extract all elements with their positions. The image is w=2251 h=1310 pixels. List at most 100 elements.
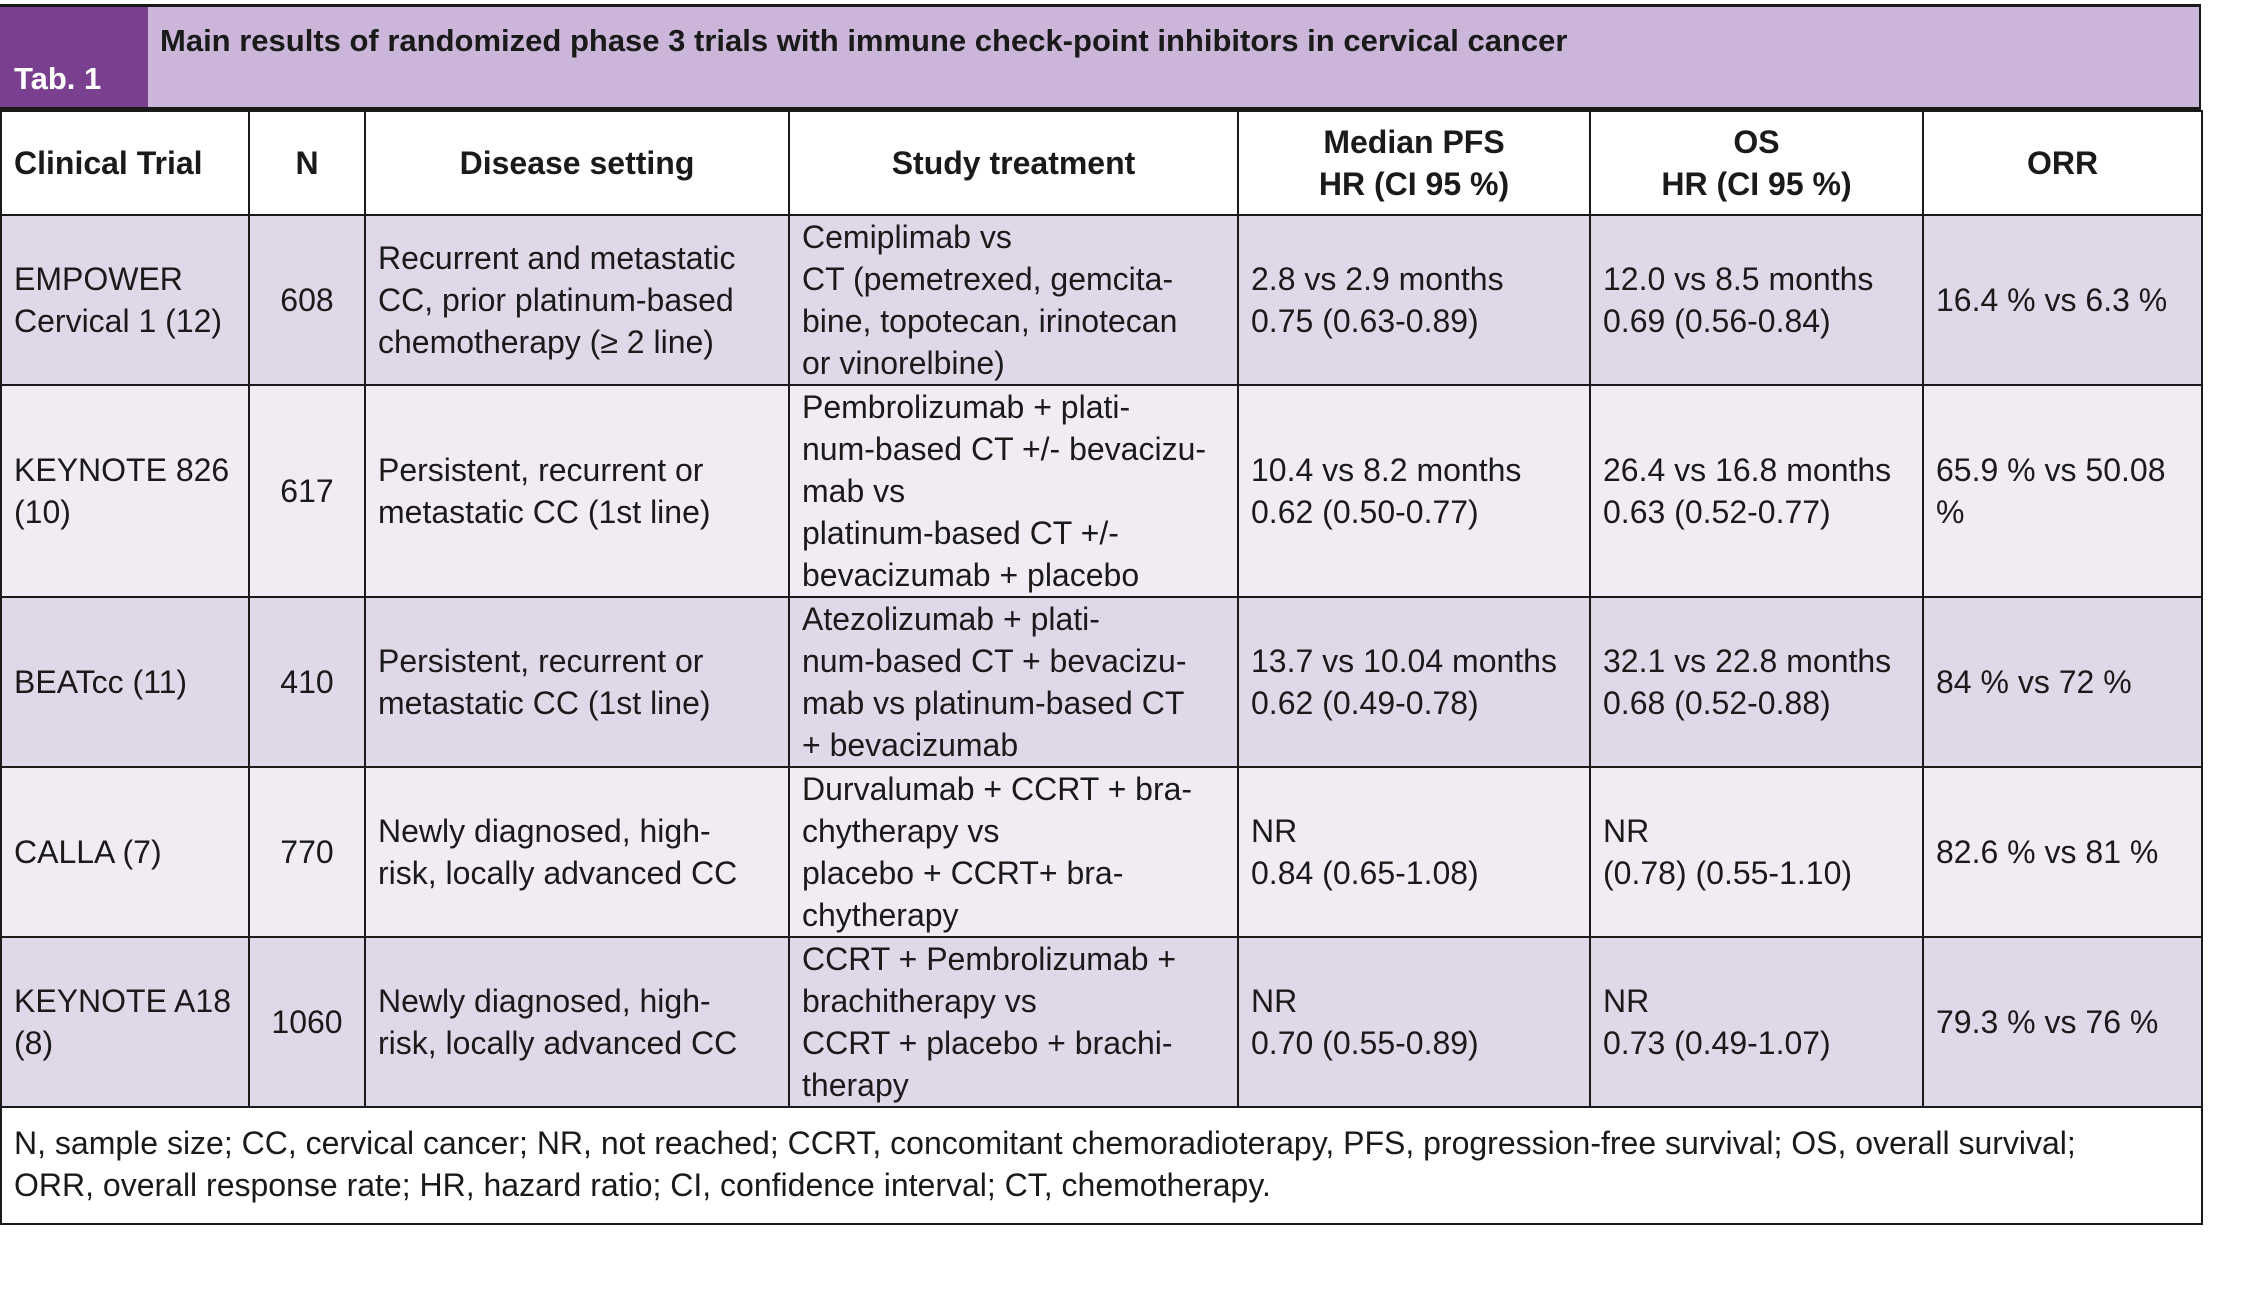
cell-os: 32.1 vs 22.8 months 0.68 (0.52-0.88) [1589, 596, 1924, 768]
cell-treatment: Cemiplimab vs CT (pemetrexed, gemcita-bin… [788, 214, 1239, 386]
table-row: BEATcc (11) 410 Persistent, recurrent or me… [0, 596, 2203, 768]
col-header-setting: Disease setting [364, 110, 790, 216]
cell-trial-line: CALLA (7) [14, 834, 162, 870]
cell-treatment-line: CCRT + placebo + brachi- [802, 1025, 1173, 1061]
cell-treatment-line: CCRT + Pembrolizumab + [802, 941, 1177, 977]
cell-pfs-line: 10.4 vs 8.2 months [1251, 452, 1522, 488]
cell-n: 617 [248, 384, 366, 598]
cell-os: 12.0 vs 8.5 months 0.69 (0.56-0.84) [1589, 214, 1924, 386]
cell-treatment-line: platinum-based CT +/- [802, 515, 1119, 551]
cell-n: 770 [248, 766, 366, 938]
cell-trial-line: Cervical 1 (12) [14, 303, 223, 339]
cell-trial: CALLA (7) [0, 766, 250, 938]
cell-os-line: 0.69 (0.56-0.84) [1603, 303, 1831, 339]
cell-setting-line: Newly diagnosed, high- [378, 813, 711, 849]
cell-treatment-line: bine, topotecan, irinotecan [802, 303, 1178, 339]
cell-orr: 82.6 % vs 81 % [1922, 766, 2203, 938]
cell-treatment-line: Cemiplimab vs [802, 219, 1012, 255]
table-number-label: Tab. 1 [0, 7, 148, 107]
cell-os-line: 32.1 vs 22.8 months [1603, 643, 1892, 679]
cell-os: NR 0.73 (0.49-1.07) [1589, 936, 1924, 1108]
table-row: KEYNOTE 826 (10) 617 Persistent, recurrent … [0, 384, 2203, 598]
cell-setting: Newly diagnosed, high-risk, locally adva… [364, 766, 790, 938]
cell-pfs-line: 0.62 (0.49-0.78) [1251, 685, 1479, 721]
cell-os-line: 12.0 vs 8.5 months [1603, 261, 1874, 297]
cell-treatment: Atezolizumab + plati-num-based CT + beva… [788, 596, 1239, 768]
table-row: CALLA (7) 770 Newly diagnosed, high-risk, … [0, 766, 2203, 938]
cell-pfs: 2.8 vs 2.9 months 0.75 (0.63-0.89) [1237, 214, 1591, 386]
cell-trial-line: (8) [14, 1025, 54, 1061]
cell-setting-line: metastatic CC (1st line) [378, 685, 711, 721]
cell-orr: 16.4 % vs 6.3 % [1922, 214, 2203, 386]
cell-pfs: NR 0.84 (0.65-1.08) [1237, 766, 1591, 938]
cell-setting-line: Persistent, recurrent or [378, 643, 704, 679]
cell-treatment-line: or vinorelbine) [802, 345, 1005, 381]
cell-pfs-line: 0.84 (0.65-1.08) [1251, 855, 1479, 891]
cell-os-line: 26.4 vs 16.8 months [1603, 452, 1892, 488]
cell-setting-line: metastatic CC (1st line) [378, 494, 711, 530]
cell-treatment-line: placebo + CCRT+ bra- [802, 855, 1124, 891]
cell-orr: 84 % vs 72 % [1922, 596, 2203, 768]
cell-setting-line: Recurrent and metastatic [378, 240, 736, 276]
cell-pfs-line: 13.7 vs 10.04 months [1251, 643, 1557, 679]
cell-trial: EMPOWER Cervical 1 (12) [0, 214, 250, 386]
cell-setting: Persistent, recurrent or metastatic CC (1… [364, 596, 790, 768]
cell-os: NR (0.78) (0.55-1.10) [1589, 766, 1924, 938]
table-header-banner: Tab. 1 Main results of randomized phase … [0, 4, 2201, 110]
footnote-row: N, sample size; CC, cervical cancer; NR,… [0, 1106, 2203, 1225]
cell-treatment-line: mab vs platinum-based CT [802, 685, 1185, 721]
col-header-os-line: OS [1733, 124, 1780, 160]
col-header-pfs-line: Median PFS [1323, 124, 1505, 160]
cell-orr: 65.9 % vs 50.08 % [1922, 384, 2203, 598]
cell-pfs: 10.4 vs 8.2 months 0.62 (0.50-0.77) [1237, 384, 1591, 598]
cell-trial: KEYNOTE A18 (8) [0, 936, 250, 1108]
results-table: Clinical Trial N Disease setting Study t… [0, 110, 2203, 1225]
cell-pfs: NR 0.70 (0.55-0.89) [1237, 936, 1591, 1108]
col-header-n: N [248, 110, 366, 216]
cell-trial: BEATcc (11) [0, 596, 250, 768]
col-header-treatment: Study treatment [788, 110, 1239, 216]
col-header-pfs-line: HR (CI 95 %) [1318, 166, 1510, 202]
col-header-orr: ORR [1922, 110, 2203, 216]
cell-os-line: 0.63 (0.52-0.77) [1603, 494, 1831, 530]
cell-treatment-line: Durvalumab + CCRT + bra- [802, 771, 1193, 807]
cell-treatment-line: num-based CT + bevacizu- [802, 643, 1187, 679]
cell-trial-line: EMPOWER [14, 261, 183, 297]
col-header-os: OS HR (CI 95 %) [1589, 110, 1924, 216]
cell-setting-line: chemotherapy (≥ 2 line) [378, 324, 714, 360]
footnote: N, sample size; CC, cervical cancer; NR,… [0, 1106, 2203, 1225]
cell-os-line: 0.73 (0.49-1.07) [1603, 1025, 1831, 1061]
cell-n: 410 [248, 596, 366, 768]
cell-treatment-line: chytherapy [802, 897, 959, 933]
cell-setting: Persistent, recurrent or metastatic CC (1… [364, 384, 790, 598]
col-header-os-line: HR (CI 95 %) [1661, 166, 1852, 202]
cell-pfs-line: NR [1251, 813, 1298, 849]
cell-setting-line: CC, prior platinum-based [378, 282, 734, 318]
cell-treatment-line: brachitherapy vs [802, 983, 1037, 1019]
cell-setting-line: Newly diagnosed, high- [378, 983, 711, 1019]
cell-setting: Newly diagnosed, high-risk, locally adva… [364, 936, 790, 1108]
cell-treatment-line: num-based CT +/- bevacizu- [802, 431, 1207, 467]
col-header-pfs: Median PFS HR (CI 95 %) [1237, 110, 1591, 216]
footnote-line: N, sample size; CC, cervical cancer; NR,… [14, 1125, 2076, 1161]
cell-trial: KEYNOTE 826 (10) [0, 384, 250, 598]
table-body: EMPOWER Cervical 1 (12) 608 Recurrent and m… [0, 214, 2203, 1108]
cell-setting-line: risk, locally advanced CC [378, 855, 738, 891]
cell-n: 608 [248, 214, 366, 386]
cell-pfs-line: 2.8 vs 2.9 months [1251, 261, 1504, 297]
cell-pfs-line: 0.70 (0.55-0.89) [1251, 1025, 1479, 1061]
cell-orr: 79.3 % vs 76 % [1922, 936, 2203, 1108]
cell-n: 1060 [248, 936, 366, 1108]
cell-setting-line: risk, locally advanced CC [378, 1025, 738, 1061]
col-header-trial: Clinical Trial [0, 110, 250, 216]
cell-trial-line: BEATcc (11) [14, 664, 188, 700]
cell-treatment-line: therapy [802, 1067, 909, 1103]
cell-treatment-line: Pembrolizumab + plati- [802, 389, 1131, 425]
cell-treatment-line: chytherapy vs [802, 813, 1000, 849]
footnote-line: ORR, overall response rate; HR, hazard r… [14, 1167, 1271, 1203]
cell-treatment: CCRT + Pembrolizumab + brachitherapy vs CC… [788, 936, 1239, 1108]
cell-pfs-line: 0.75 (0.63-0.89) [1251, 303, 1479, 339]
cell-treatment-line: CT (pemetrexed, gemcita- [802, 261, 1174, 297]
cell-treatment-line: mab vs [802, 473, 906, 509]
cell-setting: Recurrent and metastatic CC, prior platin… [364, 214, 790, 386]
